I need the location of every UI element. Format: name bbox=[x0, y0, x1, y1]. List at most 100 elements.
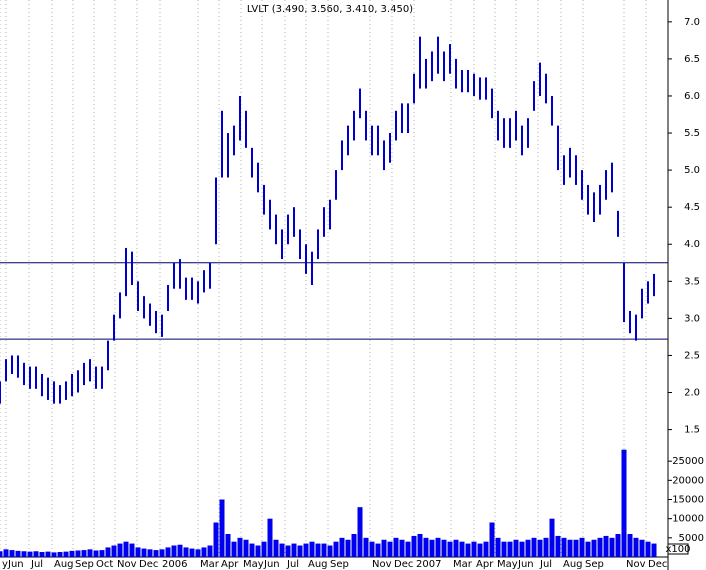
volume-bar bbox=[111, 545, 117, 557]
y-tick-label: 2.0 bbox=[684, 388, 700, 399]
y-tick-label: 5.0 bbox=[684, 165, 700, 176]
y-tick-label: 1.5 bbox=[684, 425, 700, 436]
volume-bar bbox=[591, 539, 597, 557]
volume-bar bbox=[159, 549, 165, 557]
volume-bar bbox=[27, 551, 33, 557]
volume-bar bbox=[375, 543, 381, 557]
volume-bar bbox=[351, 534, 357, 557]
volume-bar bbox=[93, 550, 99, 557]
x-tick-label: Jul bbox=[30, 559, 43, 570]
volume-bar bbox=[447, 541, 453, 557]
y-tick-label: 6.5 bbox=[684, 54, 700, 65]
x-tick-label: Jun bbox=[263, 559, 280, 570]
volume-bar bbox=[615, 534, 621, 557]
volume-bar bbox=[39, 552, 45, 557]
volume-bar bbox=[219, 499, 225, 557]
volume-bar bbox=[315, 543, 321, 557]
volume-bar bbox=[51, 552, 57, 557]
volume-bar bbox=[327, 545, 333, 557]
volume-bar bbox=[399, 539, 405, 557]
y2-tick-label: 5000 bbox=[679, 533, 704, 544]
volume-bar bbox=[477, 543, 483, 557]
volume-bar bbox=[363, 537, 369, 557]
volume-bar bbox=[273, 539, 279, 557]
volume-bar bbox=[639, 539, 645, 557]
x-tick-label: 2007 bbox=[416, 559, 441, 570]
x-tick-label: Nov bbox=[117, 559, 137, 570]
volume-bar bbox=[543, 537, 549, 557]
y-tick-label: 2.5 bbox=[684, 350, 700, 361]
volume-bar bbox=[9, 550, 15, 557]
volume-bar bbox=[465, 543, 471, 557]
y-tick-label: 4.5 bbox=[684, 202, 700, 213]
volume-bar bbox=[183, 547, 189, 557]
y-tick-label: 3.0 bbox=[684, 313, 700, 324]
y-tick-label: 3.5 bbox=[684, 276, 700, 287]
volume-bar bbox=[207, 545, 213, 557]
x-tick-label: Jun bbox=[517, 559, 534, 570]
x-tick-label: Dec bbox=[648, 559, 667, 570]
volume-bar bbox=[195, 549, 201, 557]
volume-bar bbox=[255, 545, 261, 557]
volume-bar bbox=[117, 543, 123, 557]
x-tick-label: Apr bbox=[476, 559, 494, 570]
volume-bar bbox=[519, 541, 525, 557]
volume-bar bbox=[105, 547, 111, 557]
volume-bar bbox=[507, 541, 513, 557]
volume-bar bbox=[555, 535, 561, 557]
chart-title: LVLT (3.490, 3.560, 3.410, 3.450) bbox=[247, 4, 413, 15]
x-tick-label: Dec bbox=[139, 559, 158, 570]
unit-box bbox=[667, 543, 689, 555]
y2-tick-label: 10000 bbox=[672, 514, 704, 525]
volume-bar bbox=[33, 551, 39, 557]
y-tick-label: 6.0 bbox=[684, 91, 700, 102]
volume-bar bbox=[63, 551, 69, 557]
volume-bar bbox=[567, 539, 573, 557]
volume-bar bbox=[501, 541, 507, 557]
volume-bar bbox=[471, 541, 477, 557]
x-tick-label: Mar bbox=[200, 559, 220, 570]
volume-bar bbox=[309, 541, 315, 557]
volume-bar bbox=[165, 547, 171, 557]
volume-bar bbox=[141, 548, 147, 557]
y2-tick-label: 15000 bbox=[672, 495, 704, 506]
volume-bar bbox=[387, 541, 393, 557]
volume-bar bbox=[489, 522, 495, 557]
x-tick-label: Nov bbox=[626, 559, 646, 570]
volume-bar bbox=[213, 522, 219, 557]
x-tick-label: Aug bbox=[308, 559, 328, 570]
volume-bar bbox=[417, 534, 423, 557]
x-tick-label: Jun bbox=[7, 559, 24, 570]
volume-bar bbox=[177, 544, 183, 557]
volume-bar bbox=[123, 541, 129, 557]
volume-bar bbox=[333, 541, 339, 557]
volume-bar bbox=[3, 549, 9, 557]
x-tick-label: Sep bbox=[330, 559, 349, 570]
volume-bar bbox=[75, 550, 81, 557]
volume-bar bbox=[579, 537, 585, 557]
volume-bar bbox=[153, 550, 159, 557]
volume-bar bbox=[525, 539, 531, 557]
x-tick-label: May bbox=[497, 559, 518, 570]
volume-bar bbox=[435, 537, 441, 557]
volume-bar bbox=[189, 548, 195, 557]
x-tick-label: Sep bbox=[585, 559, 604, 570]
volume-bar bbox=[651, 543, 657, 557]
volume-bar bbox=[261, 541, 267, 557]
y2-tick-label: 20000 bbox=[672, 475, 704, 486]
volume-bar bbox=[237, 537, 243, 557]
x-tick-label: May bbox=[243, 559, 264, 570]
volume-bar bbox=[129, 543, 135, 557]
volume-bar bbox=[249, 543, 255, 557]
volume-bar bbox=[99, 550, 105, 557]
volume-bar bbox=[15, 550, 21, 557]
volume-bar bbox=[423, 537, 429, 557]
volume-bar bbox=[21, 551, 27, 557]
volume-bar bbox=[291, 543, 297, 557]
volume-bar bbox=[297, 545, 303, 557]
x-tick-label: Mar bbox=[453, 559, 473, 570]
volume-bar bbox=[603, 535, 609, 557]
volume-bar bbox=[345, 539, 351, 557]
